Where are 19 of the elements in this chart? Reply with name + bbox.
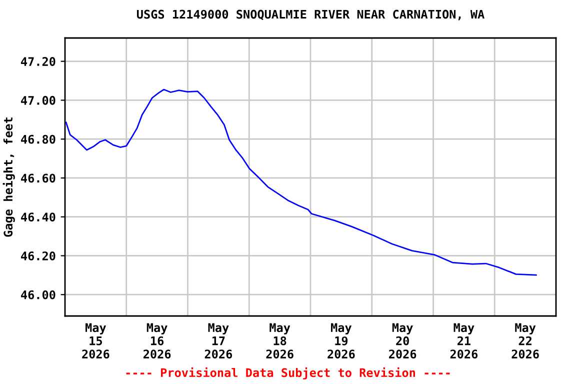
y-tick-label: 46.00	[21, 290, 56, 300]
y-tick-label: 46.20	[21, 251, 56, 260]
x-tick-label: May 19 2026	[328, 323, 355, 359]
x-tick-label: May 18 2026	[266, 323, 294, 359]
y-tick-label: 46.40	[21, 212, 56, 222]
x-tick-label: May 20 2026	[389, 323, 416, 359]
text: ---- Provisional Data Subject to Revision ----	[126, 367, 450, 380]
y-tick-label: 46.80	[21, 134, 56, 144]
y-axis-title: Gage height, feet	[2, 118, 15, 237]
x-tick-label: May 21 2026	[450, 323, 478, 359]
x-tick-label: May 15 2026	[82, 323, 110, 359]
y-tick-label: 46.60	[21, 174, 56, 183]
chart-title: USGS 12149000 SNOQUALMIE RIVER NEAR CARNATION, WA	[136, 10, 484, 20]
x-tick-label: May 17 2026	[204, 323, 232, 359]
x-tick-label: May 16 2026	[144, 323, 171, 359]
line-series	[65, 88, 537, 276]
x-tick-label: May 22 2026	[512, 323, 539, 359]
y-tick-label: 47.00	[21, 96, 56, 105]
y-tick-label: 47.20	[21, 57, 56, 66]
